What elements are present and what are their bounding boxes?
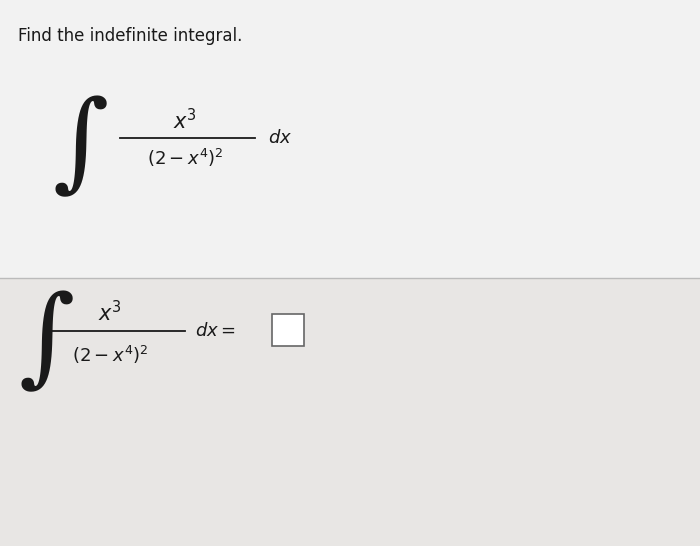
Text: $dx =$: $dx =$ bbox=[195, 322, 236, 340]
Text: $(2-x^4)^2$: $(2-x^4)^2$ bbox=[71, 344, 148, 366]
Text: $x^3$: $x^3$ bbox=[173, 109, 197, 134]
Text: $dx$: $dx$ bbox=[268, 129, 292, 147]
FancyBboxPatch shape bbox=[272, 314, 304, 346]
Bar bbox=[0, 0, 700, 278]
Bar bbox=[0, 278, 700, 546]
Text: $\int$: $\int$ bbox=[52, 93, 108, 199]
Text: $\int$: $\int$ bbox=[18, 288, 74, 394]
Text: $(2-x^4)^2$: $(2-x^4)^2$ bbox=[147, 147, 223, 169]
Text: $x^3$: $x^3$ bbox=[98, 300, 122, 325]
Text: Find the indefinite integral.: Find the indefinite integral. bbox=[18, 27, 242, 45]
